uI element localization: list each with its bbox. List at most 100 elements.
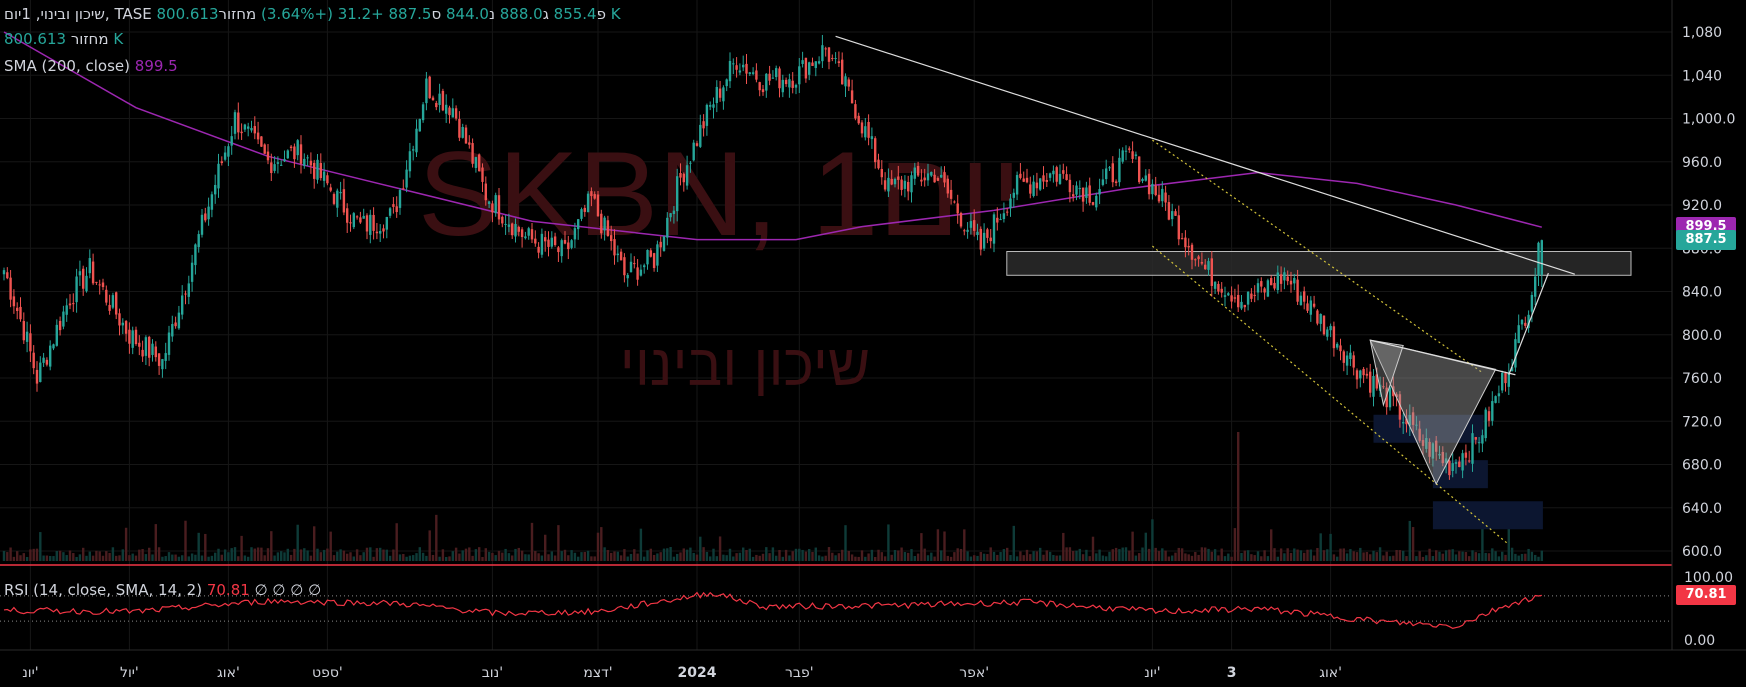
- candle-body: [1289, 280, 1293, 285]
- candle-body: [313, 162, 316, 179]
- volume-bar: [699, 536, 702, 561]
- volume-bar: [1303, 552, 1306, 561]
- price-tick-label: 840.0: [1682, 285, 1722, 301]
- volume-bar: [850, 554, 854, 561]
- candle-body: [1471, 433, 1474, 464]
- volume-bar: [154, 524, 157, 561]
- time-tick-label: יונ': [1144, 665, 1160, 681]
- volume-bar: [629, 553, 633, 561]
- candle-body: [1263, 288, 1266, 293]
- candle-body: [606, 220, 610, 237]
- candle-body: [841, 59, 844, 85]
- volume-bar: [976, 555, 979, 561]
- volume-bar: [402, 553, 405, 561]
- volume-bar: [1534, 554, 1537, 561]
- volume-bar: [969, 556, 973, 561]
- candle-body: [758, 82, 761, 91]
- candle-body: [237, 112, 240, 133]
- candle-body: [303, 158, 306, 166]
- candle-body: [573, 228, 577, 240]
- volume-bar: [293, 548, 296, 561]
- candle-body: [1052, 170, 1055, 175]
- candle-body: [349, 222, 352, 224]
- candle-body: [1101, 179, 1105, 185]
- candle-body: [699, 124, 702, 147]
- volume-bar: [313, 526, 316, 561]
- volume-bar: [844, 525, 847, 561]
- volume-bar: [672, 556, 676, 561]
- candle-body: [633, 263, 636, 265]
- price-tick-label: 720.0: [1682, 414, 1722, 430]
- volume-bar: [1124, 547, 1128, 561]
- volume-bar: [148, 547, 151, 561]
- candle-body: [1441, 452, 1444, 464]
- volume-bar: [454, 547, 458, 561]
- candle-body: [860, 122, 864, 134]
- candle-body: [870, 136, 874, 140]
- candle-body: [1319, 313, 1322, 324]
- volume-bar: [893, 549, 897, 561]
- candle-body: [1431, 443, 1435, 459]
- volume-bar: [270, 531, 273, 561]
- candle-body: [986, 229, 989, 238]
- volume-bar: [2, 550, 6, 561]
- high-value: 888.0: [499, 5, 543, 23]
- volume-bar: [923, 548, 926, 561]
- volume-bar: [560, 551, 563, 561]
- trend-lines: [835, 35, 1575, 545]
- candle-body: [1510, 367, 1514, 372]
- candle-body: [134, 329, 138, 345]
- volume-bar: [953, 552, 956, 561]
- candle-body: [953, 201, 956, 203]
- volume-bar: [124, 527, 128, 561]
- volume-bar: [1098, 549, 1101, 561]
- candle-body: [768, 73, 771, 81]
- candle-body: [405, 169, 408, 188]
- volume-bar: [418, 547, 421, 561]
- volume-bar: [58, 550, 62, 561]
- candle-body: [1187, 245, 1190, 248]
- rsi-legend-value: 70.81: [206, 581, 250, 599]
- volume-bar: [755, 554, 758, 561]
- symbol-legend[interactable]: שיכון ובינוי, 1יום, TASE פ855.4 ג888.0 נ…: [4, 5, 621, 23]
- candle-body: [1167, 202, 1171, 220]
- candle-body: [1058, 173, 1062, 184]
- volume-bar: [824, 555, 827, 561]
- candle-body: [464, 127, 468, 144]
- volume-bar: [989, 547, 992, 561]
- candle-body: [834, 58, 837, 60]
- candle-body: [131, 330, 134, 348]
- price-tick-label: 960.0: [1682, 155, 1722, 171]
- candle-body: [689, 162, 692, 164]
- candle-body: [88, 258, 91, 274]
- time-tick-label: ספט': [312, 665, 343, 681]
- volume-bar: [1253, 555, 1256, 561]
- rsi-legend[interactable]: RSI (14, close, SMA, 14, 2) 70.81 ∅ ∅ ∅ …: [4, 581, 321, 599]
- candle-body: [1296, 279, 1299, 302]
- volume-bar: [537, 553, 540, 561]
- volume-bar: [1154, 547, 1157, 561]
- candle-body: [1164, 192, 1167, 203]
- volume-bar: [435, 514, 438, 561]
- candle-body: [1022, 178, 1025, 182]
- candle-body: [1375, 374, 1378, 389]
- volume-bar: [141, 549, 144, 561]
- volume-bar: [1339, 548, 1342, 561]
- candle-body: [679, 172, 682, 178]
- volume-legend[interactable]: מחזור 800.613 K: [4, 30, 123, 48]
- volume-bar: [478, 547, 481, 561]
- symbol-title[interactable]: שיכון ובינוי, 1יום, TASE: [4, 5, 152, 23]
- candle-body: [250, 127, 253, 131]
- volume-bar: [1352, 551, 1355, 561]
- candle-body: [39, 362, 42, 382]
- candle-body: [1270, 278, 1273, 286]
- price-tick-label: 800.0: [1682, 328, 1722, 344]
- sma-legend[interactable]: SMA (200, close) 899.5: [4, 57, 178, 75]
- volume-bar: [527, 554, 530, 561]
- candle-body: [1507, 373, 1510, 387]
- candle-body: [108, 304, 111, 311]
- candle-body: [1237, 294, 1240, 308]
- candle-body: [451, 108, 454, 118]
- volume-bar: [1309, 549, 1312, 561]
